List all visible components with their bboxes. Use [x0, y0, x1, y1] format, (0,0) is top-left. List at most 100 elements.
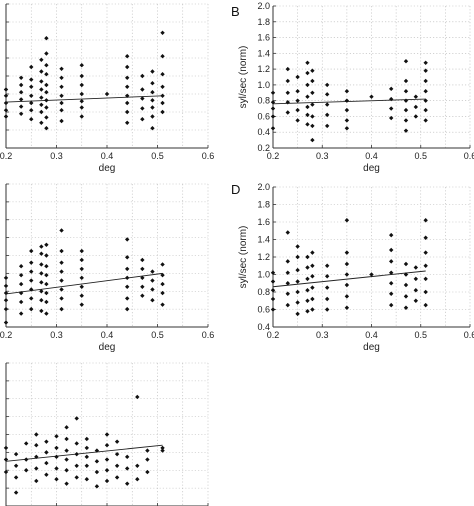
data-point	[104, 457, 110, 462]
data-point	[160, 100, 165, 106]
data-point	[54, 434, 59, 439]
y-tick-label: 0.2	[257, 143, 270, 153]
data-point	[3, 114, 9, 119]
data-point	[59, 93, 64, 98]
data-point	[74, 475, 79, 480]
y-tick-label: 0.4	[257, 127, 270, 137]
data-point	[39, 79, 44, 84]
data-point	[160, 30, 165, 35]
data-point	[3, 469, 9, 475]
data-point	[125, 266, 130, 272]
data-point	[29, 248, 34, 254]
data-point	[295, 300, 300, 305]
data-point	[18, 104, 24, 109]
data-point	[310, 123, 315, 129]
data-point	[310, 78, 315, 84]
data-point	[59, 66, 64, 71]
data-point	[324, 263, 330, 268]
y-tick-label: 2.0	[257, 1, 270, 11]
data-point	[369, 94, 374, 99]
data-point	[59, 278, 64, 283]
data-point	[74, 441, 79, 446]
data-point	[125, 93, 130, 98]
data-point	[413, 104, 419, 110]
y-tick-label: 1.8	[257, 200, 270, 210]
data-point	[423, 78, 428, 84]
data-point	[403, 78, 409, 84]
data-point	[160, 290, 165, 296]
data-point	[79, 99, 84, 104]
data-point	[18, 299, 24, 305]
data-point	[29, 100, 34, 106]
data-point	[94, 469, 100, 475]
data-point	[403, 305, 409, 310]
data-point	[29, 108, 34, 113]
data-point	[160, 262, 165, 267]
data-point	[423, 218, 428, 223]
data-point	[44, 36, 49, 41]
data-point	[114, 463, 120, 468]
data-point	[3, 297, 9, 303]
data-point	[29, 269, 34, 274]
data-point	[310, 68, 315, 73]
data-point	[34, 478, 39, 484]
y-tick-label: 0.6	[257, 111, 270, 121]
data-point	[44, 290, 49, 296]
data-point	[39, 69, 44, 74]
data-point	[114, 451, 120, 457]
x-tick-label: 0.3	[316, 151, 329, 161]
panel-label: B	[231, 4, 240, 19]
data-point	[403, 294, 409, 299]
data-point	[34, 443, 39, 448]
data-point	[145, 448, 150, 453]
data-point	[84, 436, 89, 442]
data-point	[344, 118, 350, 123]
data-point	[39, 57, 44, 62]
data-point	[39, 308, 44, 314]
data-point	[270, 279, 276, 284]
x-tick-label: 0.2	[0, 330, 12, 340]
data-point	[305, 288, 310, 293]
data-point	[310, 137, 315, 143]
data-point	[344, 89, 350, 94]
data-point	[79, 302, 84, 307]
data-point	[295, 98, 300, 103]
y-tick-label: 1.6	[257, 33, 270, 43]
x-tick-label: 0.6	[202, 151, 215, 161]
data-point	[44, 264, 49, 269]
data-point	[423, 263, 428, 268]
data-point	[59, 75, 64, 80]
data-point	[125, 284, 130, 289]
trend-line	[5, 444, 163, 462]
data-point	[150, 297, 155, 303]
data-point	[125, 100, 130, 106]
data-point	[285, 270, 290, 275]
x-axis-label: deg	[363, 342, 380, 353]
data-point	[403, 98, 409, 103]
data-point	[389, 281, 394, 286]
x-tick-label: 0.4	[365, 151, 378, 161]
data-point	[150, 278, 155, 283]
x-tick-label: 0.6	[464, 330, 474, 340]
data-point	[94, 484, 100, 489]
data-point	[13, 463, 19, 468]
data-point	[114, 439, 120, 444]
data-point	[44, 460, 49, 466]
data-point	[150, 126, 155, 131]
data-point	[44, 450, 49, 455]
data-point	[160, 445, 165, 451]
data-point	[84, 476, 89, 482]
data-point	[295, 289, 300, 295]
data-point	[413, 94, 419, 99]
x-axis-label: deg	[99, 342, 116, 353]
data-point	[64, 436, 69, 442]
data-point	[285, 66, 290, 72]
data-point	[125, 306, 130, 312]
data-point	[344, 126, 350, 131]
data-point	[104, 432, 110, 437]
data-point	[18, 97, 24, 102]
x-tick-label: 0.5	[414, 151, 427, 161]
data-point	[18, 281, 24, 287]
data-point	[150, 90, 155, 95]
data-point	[18, 82, 24, 88]
